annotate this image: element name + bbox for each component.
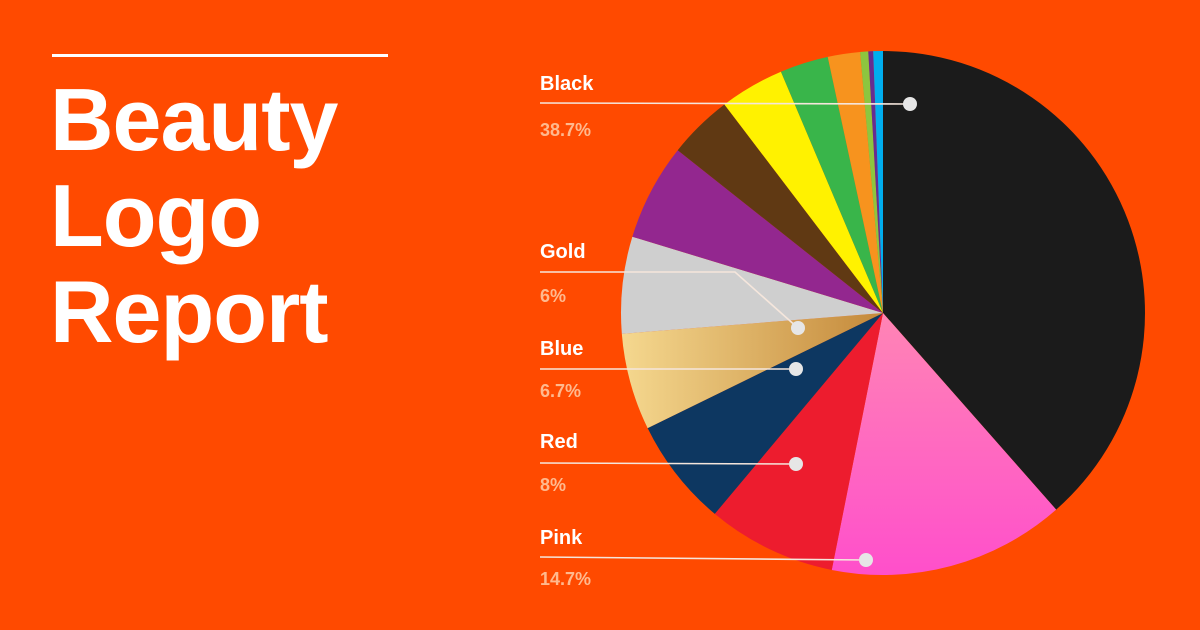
callout-line-red [539, 462, 797, 465]
pie-slice-black [883, 51, 1145, 510]
pie-callouts: Black 38.7% Pink 14.7% Red 8% Blue 6.7% Gold 6% [539, 73, 917, 589]
callout-line-black [539, 102, 911, 105]
pie-slice-unlabeled-12 [868, 51, 883, 314]
pie-slice-unlabeled-13 [873, 50, 883, 314]
pie-slice-unlabeled-7 [677, 104, 883, 314]
pie-slice-unlabeled-8 [724, 71, 883, 313]
pie-slice-unlabeled-6 [632, 150, 883, 313]
title-line-3: Report [50, 262, 329, 361]
title-line-2: Logo [50, 166, 262, 265]
pie-slices [620, 50, 1145, 576]
pie-slice-pink [831, 313, 1057, 576]
page-title: Beauty Logo Report [50, 70, 338, 361]
pie-slice-unlabeled-11 [860, 51, 883, 313]
callout-dot-black [903, 97, 917, 111]
callout-name-gold: Gold [540, 241, 586, 263]
callout-dot-blue [789, 362, 803, 376]
callout-pct-red: 8% [540, 475, 566, 495]
callout-pct-pink: 14.7% [540, 569, 591, 589]
pie-slice-gold [621, 313, 883, 429]
title-rule [52, 54, 388, 57]
callout-name-blue: Blue [540, 338, 583, 360]
callout-line-pink [539, 556, 867, 561]
callout-name-pink: Pink [540, 527, 583, 549]
pie-slice-unlabeled-5 [620, 236, 883, 334]
callout-pct-gold: 6% [540, 286, 566, 306]
pie-slice-red [714, 313, 883, 570]
callout-dot-gold [791, 321, 805, 335]
callout-name-red: Red [540, 431, 578, 453]
title-line-1: Beauty [50, 70, 338, 169]
pie-slice-unlabeled-9 [780, 56, 883, 314]
callout-name-black: Black [540, 73, 594, 95]
callout-pct-blue: 6.7% [540, 381, 581, 401]
callout-line-gold [540, 271, 799, 329]
pie-slice-unlabeled-10 [827, 52, 883, 313]
callout-dot-pink [859, 553, 873, 567]
callout-dot-red [789, 457, 803, 471]
callout-pct-black: 38.7% [540, 120, 591, 140]
